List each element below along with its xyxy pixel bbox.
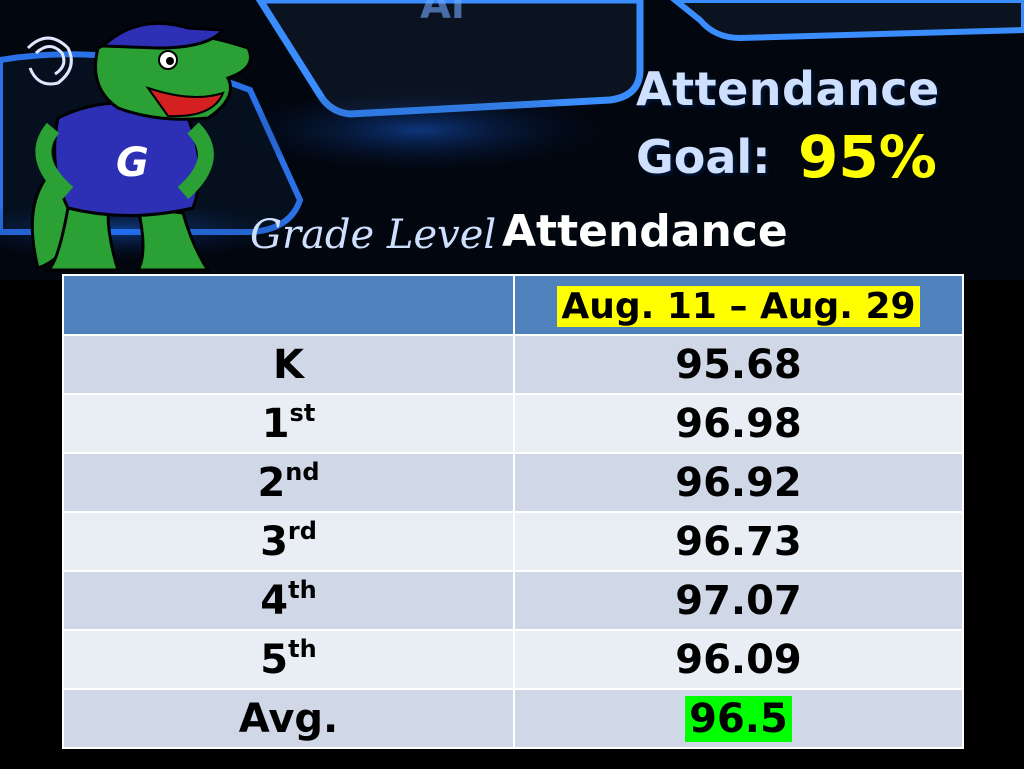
table-row: 2nd 96.92 [62,452,964,513]
title-goal-label: Goal: [636,130,771,184]
value-cell: 96.92 [513,452,964,513]
table-row: 5th 96.09 [62,629,964,690]
mascot-letter: G [116,140,149,186]
value-cell: 96.09 [513,629,964,690]
value-cell: 97.07 [513,570,964,631]
attendance-table: Aug. 11 – Aug. 29 K 95.68 1st 96.98 2nd … [62,274,964,749]
grade-cell: 5th [62,629,515,690]
date-range-label: Aug. 11 – Aug. 29 [557,286,920,327]
alligator-mascot-icon: G [26,21,252,272]
grade-cell: 2nd [62,452,515,513]
table-row: 4th 97.07 [62,570,964,631]
value-cell: 96.98 [513,393,964,454]
table-header-row: Aug. 11 – Aug. 29 [62,274,964,336]
avg-value: 96.5 [685,695,792,742]
header-date-cell: Aug. 11 – Aug. 29 [513,274,964,336]
svg-text:Al: Al [420,0,465,28]
table-row: 3rd 96.73 [62,511,964,572]
avg-label-cell: Avg. [62,688,515,749]
value-cell: 95.68 [513,334,964,395]
goal-value: 95% [798,123,937,191]
grade-cell: 3rd [62,511,515,572]
table-row: 1st 96.98 [62,393,964,454]
grade-cell: 1st [62,393,515,454]
grade-cell: 4th [62,570,515,631]
table-row-average: Avg. 96.5 [62,688,964,749]
grade-cell: K [62,334,515,395]
value-cell: 96.73 [513,511,964,572]
header-grade-cell [62,274,515,336]
avg-value-cell: 96.5 [513,688,964,749]
subtitle-attendance: Attendance [502,206,788,257]
title-attendance: Attendance [636,62,940,116]
table-row: K 95.68 [62,334,964,395]
subtitle-grade-level: Grade Level [250,212,497,258]
